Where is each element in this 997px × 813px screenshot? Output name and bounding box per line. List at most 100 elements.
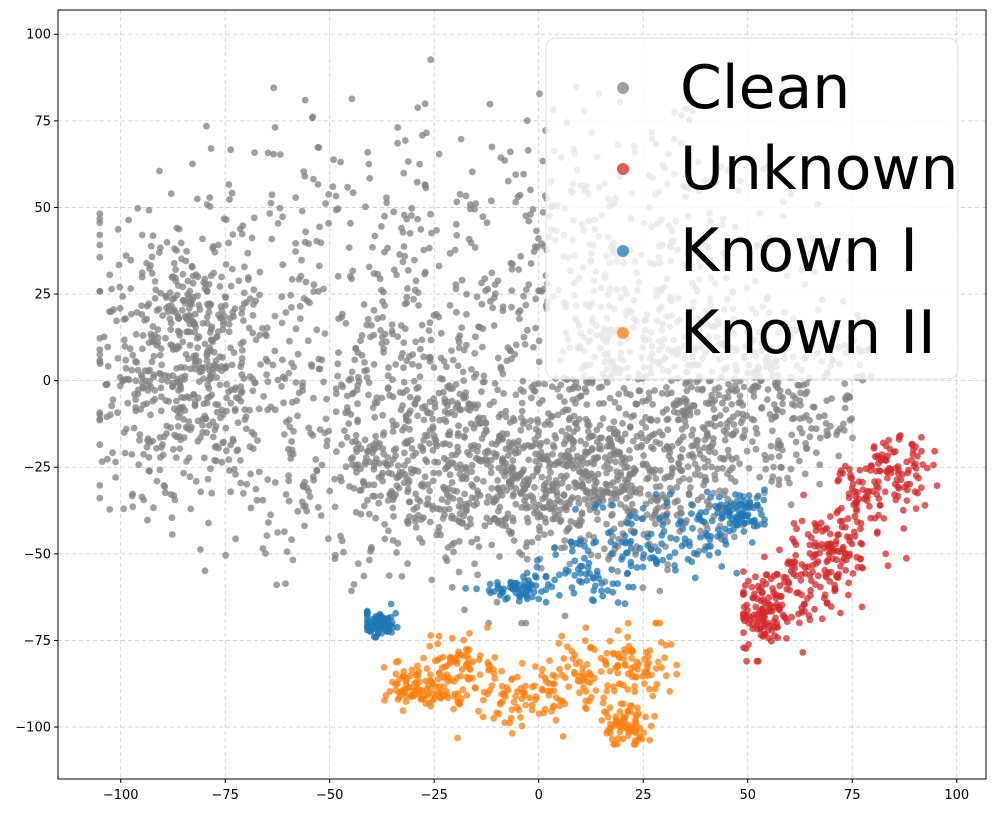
data-point bbox=[529, 205, 537, 213]
legend-label: Known I bbox=[680, 216, 918, 286]
data-point bbox=[422, 677, 430, 685]
data-point bbox=[372, 432, 379, 440]
data-point bbox=[541, 421, 549, 428]
data-point bbox=[701, 436, 709, 444]
data-point bbox=[204, 475, 212, 483]
data-point bbox=[673, 661, 681, 669]
data-point bbox=[740, 497, 748, 505]
data-point bbox=[314, 144, 322, 151]
data-point bbox=[641, 680, 648, 688]
data-point bbox=[96, 494, 104, 502]
data-point bbox=[636, 485, 644, 492]
data-point bbox=[108, 285, 115, 293]
data-point bbox=[560, 655, 568, 662]
data-point bbox=[524, 146, 532, 154]
data-point bbox=[216, 381, 224, 389]
data-point bbox=[631, 683, 638, 690]
data-point bbox=[490, 449, 498, 457]
data-point bbox=[500, 390, 507, 397]
data-point bbox=[565, 416, 573, 424]
data-point bbox=[475, 707, 482, 715]
data-point bbox=[309, 113, 317, 121]
data-point bbox=[629, 470, 637, 478]
data-point bbox=[622, 410, 630, 418]
data-point bbox=[649, 400, 656, 408]
data-point bbox=[616, 708, 624, 716]
data-point bbox=[369, 492, 377, 500]
data-point bbox=[185, 355, 192, 363]
data-point bbox=[434, 675, 442, 683]
data-point bbox=[462, 507, 470, 515]
data-point bbox=[535, 595, 543, 603]
y-tick-label: 0 bbox=[43, 374, 51, 389]
data-point bbox=[858, 540, 866, 548]
data-point bbox=[508, 675, 516, 682]
data-point bbox=[315, 288, 322, 295]
data-point bbox=[412, 490, 420, 498]
data-point bbox=[446, 441, 454, 449]
data-point bbox=[533, 508, 541, 515]
data-point bbox=[390, 266, 398, 274]
data-point bbox=[542, 518, 550, 526]
data-point bbox=[901, 483, 908, 491]
data-point bbox=[691, 574, 699, 582]
data-point bbox=[259, 496, 267, 504]
data-point bbox=[234, 419, 242, 427]
data-point bbox=[531, 436, 539, 443]
data-point bbox=[609, 588, 617, 596]
data-point bbox=[345, 244, 353, 252]
data-point bbox=[184, 291, 192, 298]
data-point bbox=[600, 490, 607, 498]
data-point bbox=[603, 687, 611, 695]
data-point bbox=[458, 276, 466, 284]
data-point bbox=[156, 351, 164, 359]
data-point bbox=[554, 411, 562, 419]
data-point bbox=[96, 241, 104, 249]
data-point bbox=[787, 568, 795, 575]
data-point bbox=[581, 542, 588, 550]
data-point bbox=[593, 438, 601, 446]
data-point bbox=[114, 225, 122, 233]
data-point bbox=[632, 740, 639, 748]
data-point bbox=[472, 200, 480, 208]
data-point bbox=[761, 553, 768, 561]
data-point bbox=[804, 531, 812, 538]
data-point bbox=[96, 253, 104, 261]
data-point bbox=[762, 580, 770, 588]
data-point bbox=[792, 541, 800, 549]
data-point bbox=[570, 589, 578, 597]
data-point bbox=[809, 562, 816, 569]
data-point bbox=[688, 431, 696, 439]
data-point bbox=[617, 520, 625, 528]
data-point bbox=[583, 401, 591, 408]
data-point bbox=[452, 281, 460, 289]
data-point bbox=[875, 495, 883, 502]
data-point bbox=[190, 390, 198, 398]
data-point bbox=[217, 314, 225, 322]
data-point bbox=[856, 466, 864, 474]
data-point bbox=[476, 671, 484, 678]
data-point bbox=[186, 473, 194, 481]
data-point bbox=[173, 291, 181, 299]
data-point bbox=[582, 415, 590, 423]
data-point bbox=[418, 321, 426, 329]
data-point bbox=[841, 523, 849, 531]
data-point bbox=[206, 203, 214, 210]
data-point bbox=[429, 425, 437, 432]
x-tick-label: 50 bbox=[739, 788, 756, 803]
data-point bbox=[138, 302, 146, 309]
data-point bbox=[208, 391, 216, 399]
data-point bbox=[480, 688, 488, 696]
data-point bbox=[160, 482, 168, 489]
data-point bbox=[338, 537, 346, 545]
data-point bbox=[431, 403, 439, 411]
data-point bbox=[465, 675, 472, 683]
data-point bbox=[225, 456, 233, 464]
data-point bbox=[558, 632, 566, 640]
data-point bbox=[912, 443, 919, 451]
data-point bbox=[749, 383, 757, 391]
data-point bbox=[625, 583, 632, 591]
data-point bbox=[393, 421, 400, 429]
data-point bbox=[796, 619, 803, 627]
data-point bbox=[456, 496, 464, 504]
